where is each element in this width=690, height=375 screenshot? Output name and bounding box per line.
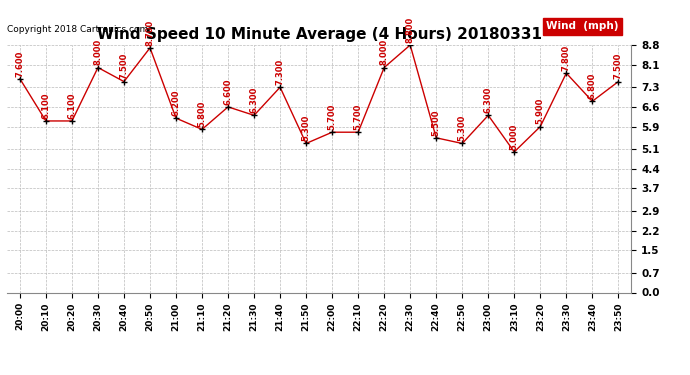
Text: 6.100: 6.100 [41, 92, 50, 119]
Text: 6.800: 6.800 [588, 73, 597, 99]
Text: Copyright 2018 Cartronics.com: Copyright 2018 Cartronics.com [7, 25, 148, 34]
Text: 6.600: 6.600 [224, 78, 233, 105]
Text: 5.000: 5.000 [510, 123, 519, 150]
Text: 8.000: 8.000 [380, 39, 388, 65]
Text: 8.800: 8.800 [406, 16, 415, 43]
Text: 6.300: 6.300 [484, 87, 493, 113]
Text: 7.300: 7.300 [275, 59, 284, 85]
Text: 5.700: 5.700 [354, 104, 363, 130]
Text: 5.800: 5.800 [197, 101, 206, 127]
Text: 5.700: 5.700 [328, 104, 337, 130]
Text: 8.000: 8.000 [93, 39, 103, 65]
Text: 6.300: 6.300 [250, 87, 259, 113]
Text: 6.200: 6.200 [172, 89, 181, 116]
Text: 6.100: 6.100 [68, 92, 77, 119]
Text: 7.500: 7.500 [119, 53, 128, 80]
Text: Wind  (mph): Wind (mph) [546, 21, 619, 32]
Text: 5.300: 5.300 [302, 115, 310, 141]
Text: 5.500: 5.500 [432, 109, 441, 136]
Text: 5.900: 5.900 [535, 98, 545, 124]
Text: 7.500: 7.500 [614, 53, 623, 80]
Text: 7.600: 7.600 [15, 50, 24, 76]
Text: 5.300: 5.300 [457, 115, 466, 141]
Text: 8.700: 8.700 [146, 20, 155, 46]
Title: Wind Speed 10 Minute Average (4 Hours) 20180331: Wind Speed 10 Minute Average (4 Hours) 2… [97, 27, 542, 42]
Text: 7.800: 7.800 [562, 45, 571, 71]
